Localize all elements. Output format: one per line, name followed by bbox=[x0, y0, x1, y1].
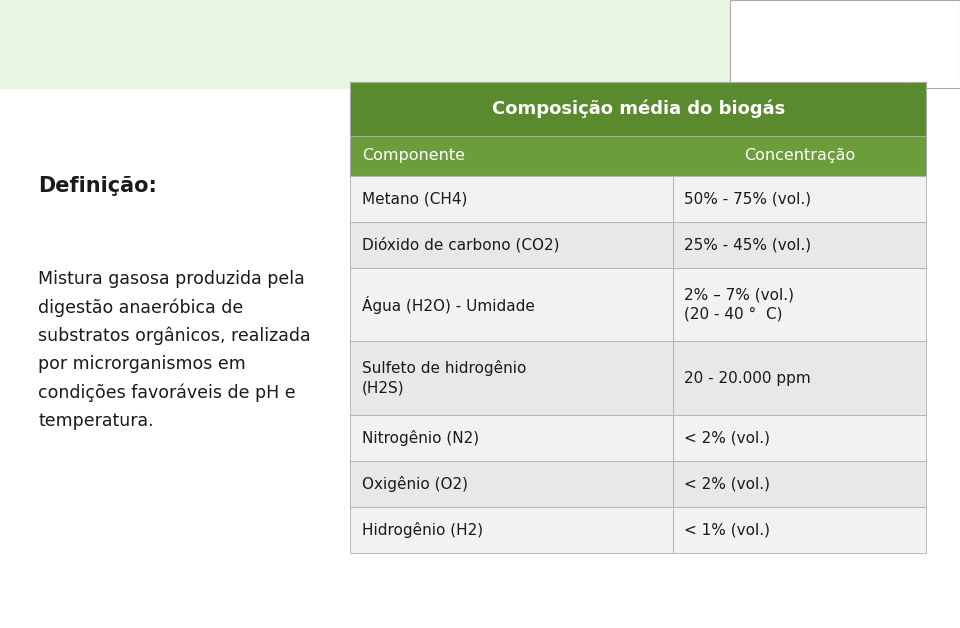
Text: Hidrogênio (H2): Hidrogênio (H2) bbox=[362, 522, 483, 538]
Bar bbox=[730, 0, 960, 88]
Text: Concentração: Concentração bbox=[744, 148, 855, 163]
Text: Nitrogênio (N2): Nitrogênio (N2) bbox=[362, 430, 479, 446]
Bar bbox=[350, 341, 673, 414]
Text: Componente: Componente bbox=[362, 148, 465, 163]
Text: Composição média do biogás: Composição média do biogás bbox=[492, 99, 785, 118]
Bar bbox=[350, 461, 673, 507]
Bar bbox=[350, 82, 926, 136]
Text: 25% - 45% (vol.): 25% - 45% (vol.) bbox=[684, 237, 811, 252]
Text: Definição:: Definição: bbox=[38, 176, 157, 196]
Text: Dióxido de carbono (CO2): Dióxido de carbono (CO2) bbox=[362, 237, 560, 252]
Bar bbox=[673, 176, 926, 222]
Bar bbox=[673, 414, 926, 461]
Text: < 2% (vol.): < 2% (vol.) bbox=[684, 476, 771, 491]
Bar bbox=[673, 461, 926, 507]
Text: Água (H2O) - Umidade: Água (H2O) - Umidade bbox=[362, 296, 535, 313]
Text: < 2% (vol.): < 2% (vol.) bbox=[684, 430, 771, 445]
Text: 20 - 20.000 ppm: 20 - 20.000 ppm bbox=[684, 371, 811, 386]
Text: Metano (CH4): Metano (CH4) bbox=[362, 192, 468, 207]
Bar bbox=[673, 341, 926, 414]
Bar bbox=[350, 268, 673, 341]
Bar bbox=[0, 0, 960, 88]
Text: < 1% (vol.): < 1% (vol.) bbox=[684, 522, 771, 537]
Text: Sulfeto de hidrogênio
(H2S): Sulfeto de hidrogênio (H2S) bbox=[362, 360, 526, 396]
Bar bbox=[350, 222, 673, 268]
Text: Mistura gasosa produzida pela
digestão anaeróbica de
substratos orgânicos, reali: Mistura gasosa produzida pela digestão a… bbox=[38, 270, 311, 430]
Bar bbox=[350, 136, 926, 176]
Bar bbox=[350, 176, 673, 222]
Bar bbox=[673, 268, 926, 341]
Text: Oxigênio (O2): Oxigênio (O2) bbox=[362, 476, 468, 492]
Bar bbox=[350, 507, 673, 553]
Bar bbox=[673, 222, 926, 268]
Text: 50% - 75% (vol.): 50% - 75% (vol.) bbox=[684, 192, 811, 207]
Bar bbox=[673, 507, 926, 553]
Bar bbox=[350, 414, 673, 461]
Text: 2% – 7% (vol.)
(20 - 40 °  C): 2% – 7% (vol.) (20 - 40 ° C) bbox=[684, 287, 795, 322]
